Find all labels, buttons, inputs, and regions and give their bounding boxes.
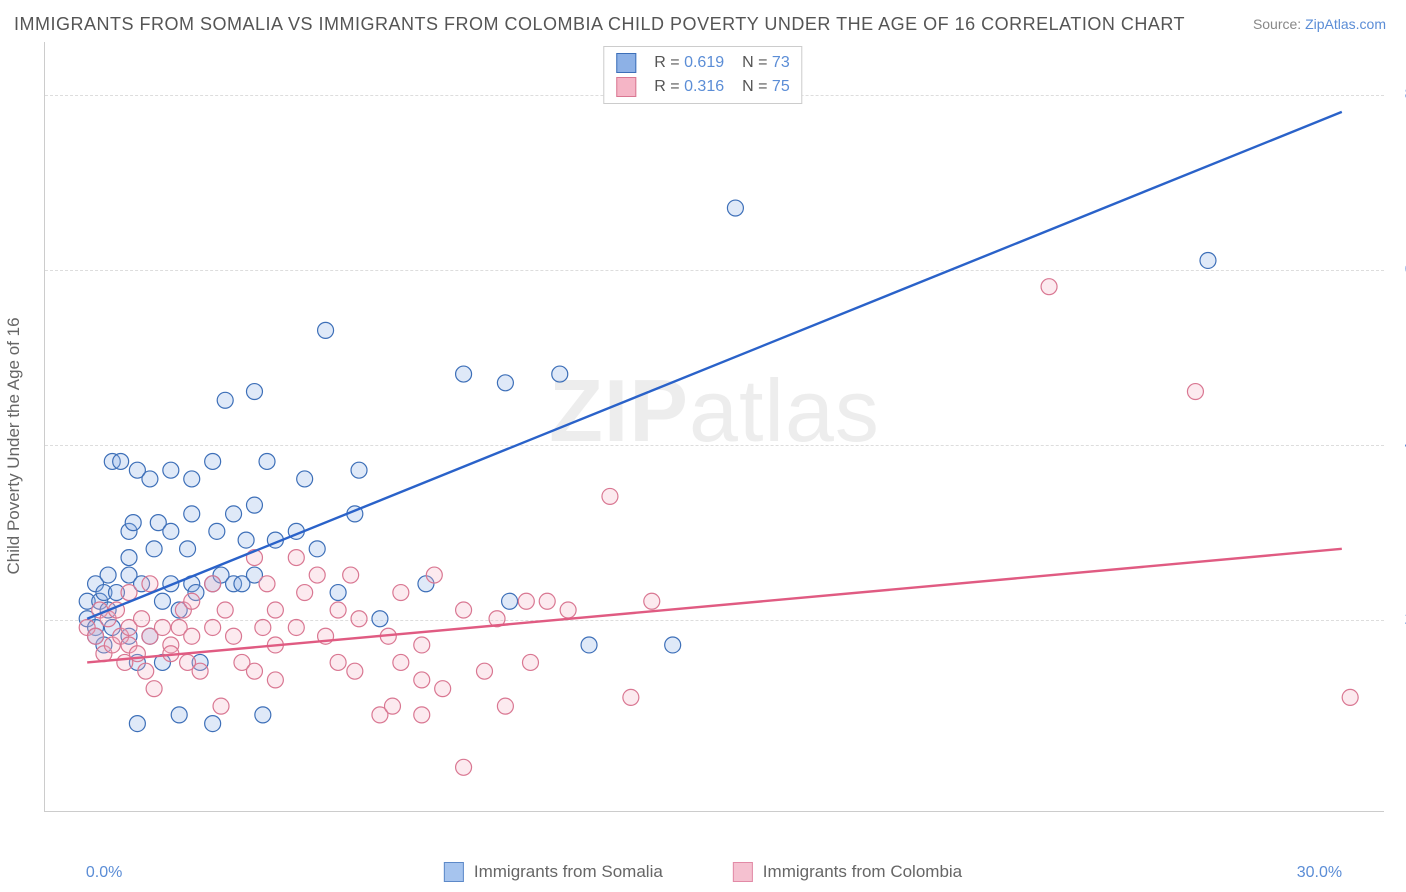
n-label: N = 73 [742,54,790,72]
correlation-legend: R = 0.619 N = 73 R = 0.316 N = 75 [603,46,802,104]
y-axis-label: Child Poverty Under the Age of 16 [4,317,24,574]
source-link[interactable]: ZipAtlas.com [1305,16,1386,32]
trend-layer [45,42,1384,811]
r-label: R = 0.619 [654,54,724,72]
trendline-somalia [87,112,1342,619]
r-label: R = 0.316 [654,78,724,96]
x-tick-label: 30.0% [1297,864,1342,882]
x-axis: 0.0% 30.0% [44,852,1384,882]
x-tick-label: 0.0% [86,864,122,882]
corr-row-somalia: R = 0.619 N = 73 [616,51,789,75]
corr-row-colombia: R = 0.316 N = 75 [616,75,789,99]
plot-area: ZIPatlas 20.0%40.0%60.0%80.0% [44,42,1384,812]
trendline-colombia [87,549,1342,663]
swatch-somalia [616,53,636,73]
source-label: Source: ZipAtlas.com [1253,16,1386,32]
page-title: IMMIGRANTS FROM SOMALIA VS IMMIGRANTS FR… [14,14,1185,35]
n-label: N = 75 [742,78,790,96]
source-prefix: Source: [1253,16,1305,32]
swatch-colombia [616,77,636,97]
